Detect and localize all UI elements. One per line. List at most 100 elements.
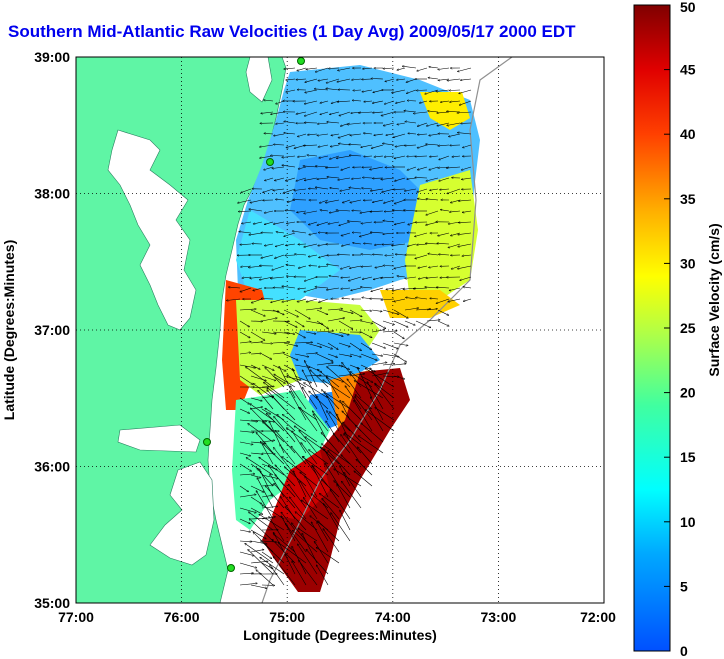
velocity-vector (448, 298, 461, 302)
velocity-vector (320, 210, 329, 211)
velocity-vector (239, 397, 249, 404)
velocity-vector (417, 134, 428, 135)
velocity-vector (393, 133, 406, 137)
velocity-vector (365, 410, 395, 432)
x-axis-label: Longitude (Degrees:Minutes) (243, 627, 437, 643)
velocity-vector (307, 155, 318, 156)
velocity-vector (300, 481, 318, 509)
velocity-vector (363, 133, 373, 134)
velocity-vector (349, 309, 362, 317)
velocity-vector (304, 383, 329, 399)
velocity-vector (457, 133, 472, 135)
velocity-vector (250, 496, 262, 504)
velocity-vector (371, 144, 384, 148)
velocity-vector (341, 243, 351, 246)
velocity-vector (239, 583, 257, 586)
velocity-vector (374, 244, 384, 245)
velocity-vector (311, 522, 329, 553)
velocity-vector (270, 276, 285, 278)
velocity-vector (315, 187, 329, 190)
velocity-vector (449, 133, 461, 137)
y-tick-label: 37:00 (34, 322, 70, 338)
velocity-vector (253, 221, 263, 224)
velocity-vector (384, 199, 395, 203)
velocity-vector (429, 133, 439, 136)
x-tick-label: 74:00 (375, 609, 411, 625)
velocity-vector (349, 353, 361, 357)
velocity-vector (228, 287, 241, 288)
velocity-vector (289, 484, 307, 509)
velocity-vector (328, 221, 340, 224)
velocity-vector (341, 277, 351, 278)
velocity-vector (447, 122, 461, 126)
velocity-vector (272, 309, 284, 315)
velocity-vector (327, 331, 343, 336)
velocity-vector (281, 512, 296, 531)
velocity-vector (269, 421, 285, 454)
colorbar-tick-label: 30 (680, 255, 696, 271)
velocity-vector (250, 199, 263, 203)
velocity-vector (239, 541, 252, 542)
velocity-vector (305, 353, 317, 355)
velocity-vector (284, 121, 296, 124)
velocity-vector (397, 79, 406, 80)
velocity-vector (261, 318, 277, 322)
velocity-vector (360, 364, 375, 372)
velocity-vector (437, 243, 450, 244)
velocity-vector (360, 375, 373, 382)
velocity-vector (294, 353, 309, 357)
velocity-vector (362, 188, 373, 189)
velocity-vector (452, 156, 461, 157)
velocity-vector (303, 497, 318, 520)
velocity-vector (262, 505, 285, 520)
y-tick-label: 36:00 (34, 459, 70, 475)
velocity-vector (276, 232, 285, 234)
velocity-vector (318, 266, 329, 267)
colorbar-tick-label: 50 (680, 0, 696, 15)
velocity-vector (301, 443, 318, 465)
velocity-vector (246, 367, 274, 388)
velocity-vector (430, 298, 439, 299)
velocity-vector (372, 100, 384, 103)
velocity-vector (402, 66, 417, 69)
velocity-vector (439, 254, 450, 255)
velocity-vector (265, 486, 285, 509)
velocity-vector (261, 375, 276, 381)
x-tick-labels: 77:00 76:00 75:00 74:00 73:00 72:00 (58, 609, 616, 625)
velocity-vector (322, 444, 351, 465)
velocity-vector (353, 243, 362, 245)
velocity-vector (304, 276, 318, 281)
velocity-vector (449, 287, 461, 291)
velocity-vector (393, 309, 408, 318)
velocity-vector (285, 210, 296, 211)
velocity-vector (265, 367, 285, 388)
velocity-vector (428, 111, 439, 112)
velocity-vector (339, 111, 351, 116)
velocity-vector (373, 254, 384, 255)
velocity-vector (305, 476, 318, 498)
velocity-vector (397, 276, 406, 277)
velocity-vector (291, 446, 307, 465)
velocity-vector (383, 232, 395, 234)
velocity-vector (239, 419, 258, 422)
velocity-vector (297, 133, 307, 137)
velocity-vector (404, 308, 419, 311)
velocity-vector (375, 265, 384, 268)
velocity-vector (364, 101, 373, 102)
velocity-vector (283, 320, 297, 327)
colorbar-tick-label: 15 (680, 449, 696, 465)
station-marker (297, 57, 305, 65)
velocity-vector (440, 189, 450, 190)
velocity-vector (437, 309, 449, 315)
velocity-vector (301, 500, 329, 520)
velocity-vector (338, 342, 350, 347)
velocity-vector (304, 287, 318, 292)
velocity-vector (342, 199, 351, 203)
velocity-vector (429, 67, 439, 69)
velocity-vector (298, 288, 307, 289)
velocity-vector (274, 483, 296, 509)
velocity-vector (318, 144, 329, 147)
velocity-vector (449, 90, 461, 91)
velocity-vector (436, 89, 450, 92)
velocity-vector (261, 485, 274, 486)
